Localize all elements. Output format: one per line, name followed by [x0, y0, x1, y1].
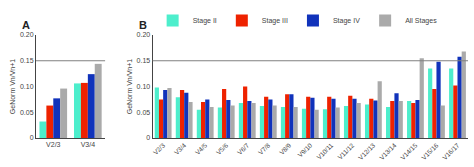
svg-text:0: 0	[146, 134, 150, 141]
svg-text:V4/5: V4/5	[194, 141, 209, 156]
svg-text:V2/3: V2/3	[152, 141, 167, 156]
svg-text:0.05: 0.05	[137, 109, 151, 116]
svg-text:0.20: 0.20	[137, 31, 151, 38]
svg-text:Stage IV: Stage IV	[333, 17, 360, 25]
svg-text:Stage III: Stage III	[262, 17, 288, 25]
svg-text:V7/8: V7/8	[257, 141, 272, 156]
svg-text:V6/7: V6/7	[236, 141, 251, 156]
svg-text:0.10: 0.10	[137, 83, 151, 90]
svg-text:0: 0	[30, 134, 34, 141]
svg-text:B: B	[139, 19, 147, 31]
svg-text:0.05: 0.05	[20, 109, 34, 116]
svg-text:GeNorm Vn/Vn+1: GeNorm Vn/Vn+1	[9, 59, 16, 115]
svg-text:V3/4: V3/4	[173, 141, 188, 156]
svg-text:V13/14: V13/14	[378, 141, 398, 161]
svg-text:A: A	[22, 19, 30, 31]
svg-text:V10/11: V10/11	[315, 141, 334, 160]
svg-text:V14/15: V14/15	[399, 141, 419, 161]
svg-text:V3/4: V3/4	[81, 141, 96, 148]
svg-text:V2/3: V2/3	[46, 141, 61, 148]
svg-text:V15/16: V15/16	[420, 141, 440, 161]
svg-text:V9/10: V9/10	[296, 141, 313, 158]
svg-text:V16/17: V16/17	[441, 141, 461, 161]
svg-text:GeNorm Vn/Vn+1: GeNorm Vn/Vn+1	[126, 59, 133, 115]
svg-text:V5/6: V5/6	[215, 141, 230, 156]
svg-text:0.10: 0.10	[20, 83, 34, 90]
svg-text:0.15: 0.15	[20, 57, 34, 64]
svg-text:V11/12: V11/12	[336, 141, 355, 160]
svg-text:0.20: 0.20	[20, 31, 34, 38]
svg-text:Stage II: Stage II	[193, 17, 217, 25]
svg-text:V12/13: V12/13	[357, 141, 377, 161]
svg-text:0.15: 0.15	[137, 57, 151, 64]
svg-text:V8/9: V8/9	[278, 141, 293, 156]
svg-text:All Stages: All Stages	[405, 17, 437, 25]
